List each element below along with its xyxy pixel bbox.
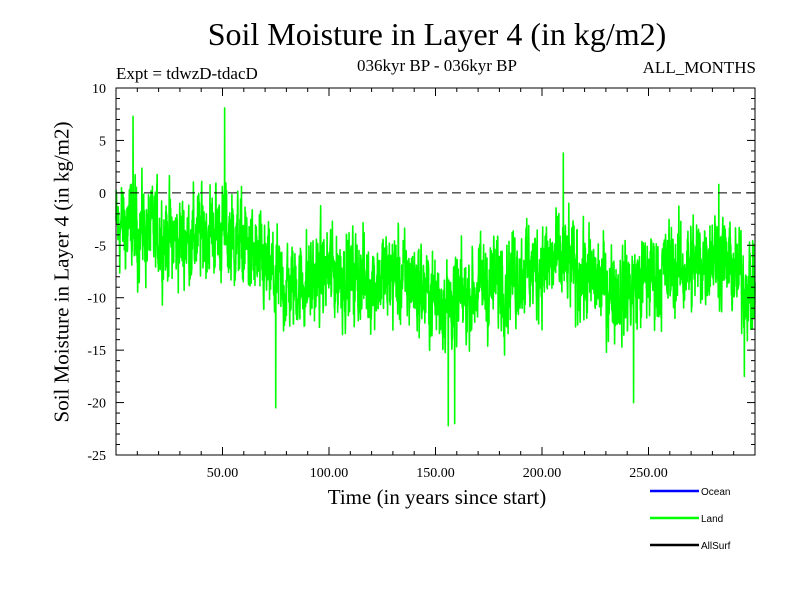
legend: Ocean Land AllSurf — [650, 487, 731, 552]
x-tick-label: 200.00 — [523, 466, 562, 481]
y-tick-label: -10 — [87, 292, 106, 307]
series-layer — [115, 107, 756, 427]
y-tick-label: -15 — [87, 344, 106, 359]
y-tick-label: -20 — [87, 397, 106, 412]
x-tick-label: 50.00 — [207, 466, 239, 481]
legend-label-ocean: Ocean — [701, 487, 730, 498]
legend-label-allsurf: AllSurf — [701, 541, 731, 552]
experiment-label: Expt = tdwzD-tdacD — [116, 64, 258, 83]
series-land-line — [115, 107, 756, 427]
y-tick-label: 5 — [99, 134, 106, 149]
y-tick-label: 10 — [92, 82, 106, 97]
y-tick-label: 0 — [99, 187, 106, 202]
y-ticks: 10 5 0 -5 -10 -15 -20 -25 — [87, 82, 755, 464]
y-tick-label: -25 — [87, 449, 106, 464]
period-label: ALL_MONTHS — [642, 58, 756, 77]
legend-label-land: Land — [701, 514, 723, 525]
x-ticks: 50.00 100.00 150.00 200.00 250.00 — [136, 88, 735, 481]
x-tick-label: 250.00 — [629, 466, 668, 481]
chart-title: Soil Moisture in Layer 4 (in kg/m2) — [207, 16, 667, 52]
chart-subtitle: 036kyr BP - 036kyr BP — [357, 56, 517, 75]
x-tick-label: 150.00 — [416, 466, 455, 481]
x-axis-label: Time (in years since start) — [327, 485, 547, 509]
x-tick-label: 100.00 — [310, 466, 349, 481]
y-tick-label: -5 — [94, 239, 106, 254]
